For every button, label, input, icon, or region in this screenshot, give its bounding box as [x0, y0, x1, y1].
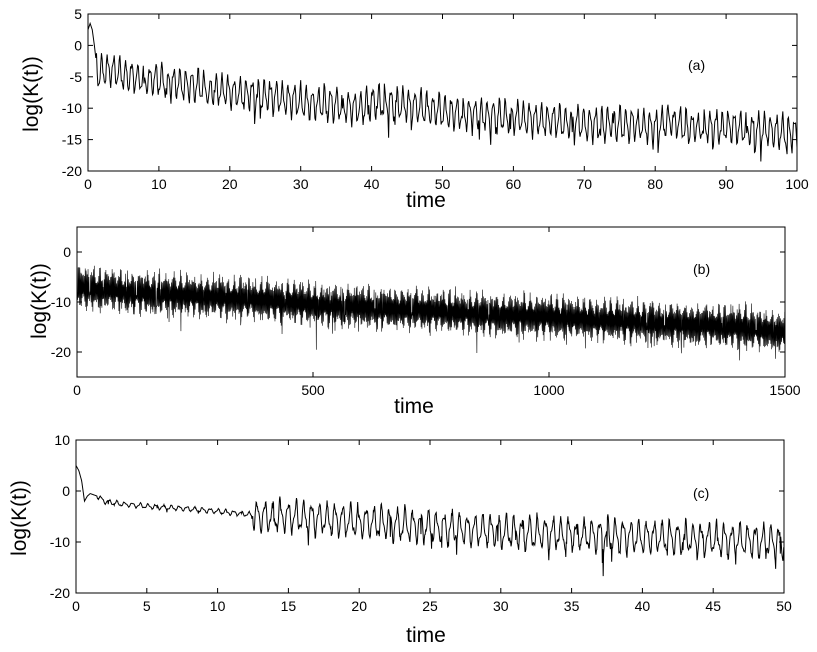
- panel-c-xtick-label: 45: [705, 598, 721, 614]
- panel-a-xtick-label: 90: [718, 176, 734, 192]
- panel-a-xticks: 0 10 20 30 40 50 60 70 80 90 100: [84, 14, 809, 192]
- panel-c-xtick-label: 5: [143, 598, 151, 614]
- panel-a-xtick-label: 30: [293, 176, 309, 192]
- panel-b-xtick-label: 500: [301, 382, 325, 398]
- panel-c-xtick-label: 20: [351, 598, 367, 614]
- panel-a-series-line: [87, 21, 798, 162]
- panel-c-xtick-label: 50: [776, 598, 792, 614]
- panel-c-xticks: 0 5 10 15 20 25 30 35 40 45 50: [72, 440, 792, 614]
- panel-a-ytick-label: -20: [62, 163, 82, 179]
- panel-b-label: (b): [693, 261, 710, 277]
- panel-c-yticks: 10 0 -10 -20: [50, 432, 784, 601]
- panel-b-xtick-label: 1500: [769, 382, 800, 398]
- panel-a-ytick-label: -5: [70, 69, 83, 85]
- panel-a-ylabel: log(K(t)): [20, 56, 43, 132]
- panel-b-xtick-label: 0: [73, 382, 81, 398]
- panel-c-ytick-label: -20: [50, 585, 70, 601]
- panel-a-ytick-label: 0: [74, 37, 82, 53]
- panel-c-ytick-label: 10: [54, 432, 70, 448]
- panel-b-xlabel: time: [394, 395, 434, 418]
- panel-c-ylabel: log(K(t)): [8, 480, 31, 556]
- panel-c-xtick-label: 0: [72, 598, 80, 614]
- panel-b-yticks: 0 -10 -20: [51, 244, 785, 360]
- panel-a-label: (a): [688, 57, 705, 73]
- panel-b-xticks: 0 500 1000 1500: [73, 227, 801, 398]
- panel-a-ytick-label: -10: [62, 100, 82, 116]
- panel-a-xtick-label: 20: [222, 176, 238, 192]
- panel-a-xlabel: time: [406, 189, 446, 212]
- panel-c-xlabel: time: [406, 624, 446, 647]
- panel-a-yticks: 5 0 -5 -10 -15 -20: [62, 6, 797, 179]
- panel-a-ytick-label: -15: [62, 132, 82, 148]
- panel-a-xtick-label: 60: [506, 176, 522, 192]
- panel-a-xtick-label: 70: [577, 176, 593, 192]
- panel-c-xtick-label: 15: [281, 598, 297, 614]
- panel-a-xtick-label: 80: [647, 176, 663, 192]
- panel-c-xtick-label: 40: [635, 598, 651, 614]
- panel-b-xtick-label: 1000: [533, 382, 564, 398]
- panel-b-ytick-label: -20: [51, 344, 71, 360]
- panel-a: 0 10 20 30 40 50 60 70 80 90 100 50-5-10-15-20 (a)…: [20, 6, 809, 212]
- panel-b-ylabel: log(K(t)): [28, 263, 51, 339]
- panel-a-xtick-label: 50: [435, 176, 451, 192]
- panel-c-series-line: [75, 465, 785, 577]
- panel-c-xtick-label: 30: [493, 598, 509, 614]
- panel-c-label: (c): [693, 485, 709, 501]
- panel-c-frame: [75, 439, 785, 594]
- panel-a-ytick-label: 5: [74, 6, 82, 22]
- panel-c-xtick-label: 10: [210, 598, 226, 614]
- panel-c-ytick-label: 0: [62, 483, 70, 499]
- panel-c-xtick-label: 25: [422, 598, 438, 614]
- panel-a-xtick-label: 10: [151, 176, 167, 192]
- panel-a-xtick-label: 100: [785, 176, 809, 192]
- panel-a-xtick-label: 40: [364, 176, 380, 192]
- panel-c-ytick-label: -10: [50, 534, 70, 550]
- panel-b-ytick-label: -10: [51, 294, 71, 310]
- panel-a-xtick-label: 0: [84, 176, 92, 192]
- panel-b-ytick-label: 0: [63, 244, 71, 260]
- panel-c: 0 5 10 15 20 25 30 35 40 45 50 100-10-20 (c) time …: [8, 432, 792, 647]
- panel-b-series-line: [76, 265, 786, 361]
- panel-c-xtick-label: 35: [564, 598, 580, 614]
- panel-b: 0 500 1000 1500 0 -10 -20 (b) time log(K(t)): [28, 226, 801, 418]
